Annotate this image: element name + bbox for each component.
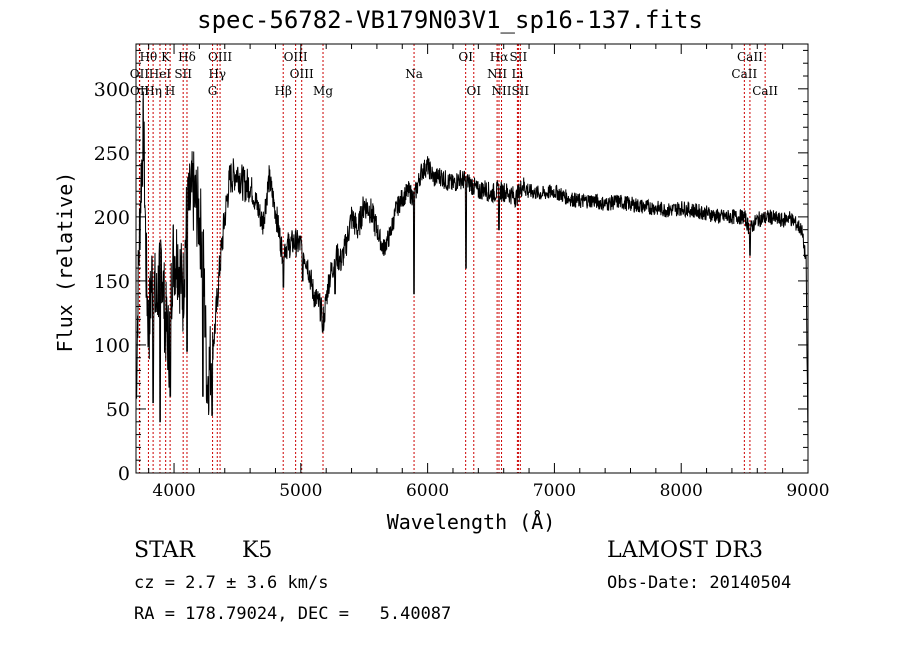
y-tick-label: 0 xyxy=(118,463,130,485)
line-marker-label: CaII xyxy=(731,67,757,81)
observation-date: Obs-Date: 20140504 xyxy=(607,573,792,593)
line-marker-label: CaII xyxy=(737,50,763,64)
line-marker-label: HeI xyxy=(149,67,172,81)
line-marker-label: Hα xyxy=(490,50,509,64)
line-marker-label: SII xyxy=(510,50,528,64)
object-class: STAR xyxy=(134,538,195,563)
x-tick-label: 6000 xyxy=(406,481,449,501)
line-marker-label: Na xyxy=(405,67,423,81)
line-marker-label: NII xyxy=(492,84,512,98)
y-axis: 0 50 100 150 200 250 300 xyxy=(94,49,808,485)
line-marker-label: Hβ xyxy=(275,84,292,98)
spectral-subclass: K5 xyxy=(242,538,273,563)
line-marker-label: Hδ xyxy=(178,50,196,64)
line-marker-label: Hγ xyxy=(208,67,226,81)
line-marker-label: OIII xyxy=(284,50,308,64)
line-marker-label: SII xyxy=(174,67,192,81)
line-marker-label: NII xyxy=(487,67,507,81)
y-tick-label: 150 xyxy=(94,271,130,293)
redshift-cz: cz = 2.7 ± 3.6 km/s xyxy=(134,573,329,593)
x-tick-label: 9000 xyxy=(786,481,829,501)
x-tick-label: 4000 xyxy=(152,481,195,501)
spectrum-line xyxy=(135,91,809,446)
line-marker-label: K xyxy=(161,50,171,64)
line-marker-label: Li xyxy=(511,67,523,81)
y-tick-label: 100 xyxy=(94,335,130,357)
y-axis-label: Flux (relative) xyxy=(53,172,77,353)
survey-name: LAMOST DR3 xyxy=(607,538,763,563)
x-tick-label: 8000 xyxy=(660,481,703,501)
line-marker-label: OIII xyxy=(208,50,232,64)
line-marker-label: OI xyxy=(466,84,481,98)
line-marker-label: SII xyxy=(511,84,529,98)
line-marker-label: H xyxy=(165,84,175,98)
x-axis: 4000 5000 6000 7000 8000 9000 xyxy=(148,44,830,501)
chart-title: spec-56782-VB179N03V1_sp16-137.fits xyxy=(197,6,703,34)
y-tick-label: 50 xyxy=(106,399,130,421)
line-marker-label: Mg xyxy=(313,84,333,98)
line-marker-label: G xyxy=(208,84,218,98)
x-tick-label: 7000 xyxy=(533,481,576,501)
x-axis-label: Wavelength (Å) xyxy=(387,510,556,534)
line-marker-label: OIII xyxy=(290,67,314,81)
line-marker-label: Hη xyxy=(144,84,162,98)
line-marker-label: OI xyxy=(458,50,473,64)
x-tick-label: 5000 xyxy=(279,481,322,501)
spectrum-series xyxy=(135,91,809,446)
y-tick-label: 300 xyxy=(94,79,130,101)
line-marker-label: Hθ xyxy=(140,50,158,64)
y-tick-label: 200 xyxy=(94,207,130,229)
y-tick-label: 250 xyxy=(94,143,130,165)
line-marker-label: OII xyxy=(130,84,150,98)
line-marker-label: CaII xyxy=(752,84,778,98)
coordinates: RA = 178.79024, DEC = 5.40087 xyxy=(134,604,452,624)
plot-frame xyxy=(135,43,809,474)
